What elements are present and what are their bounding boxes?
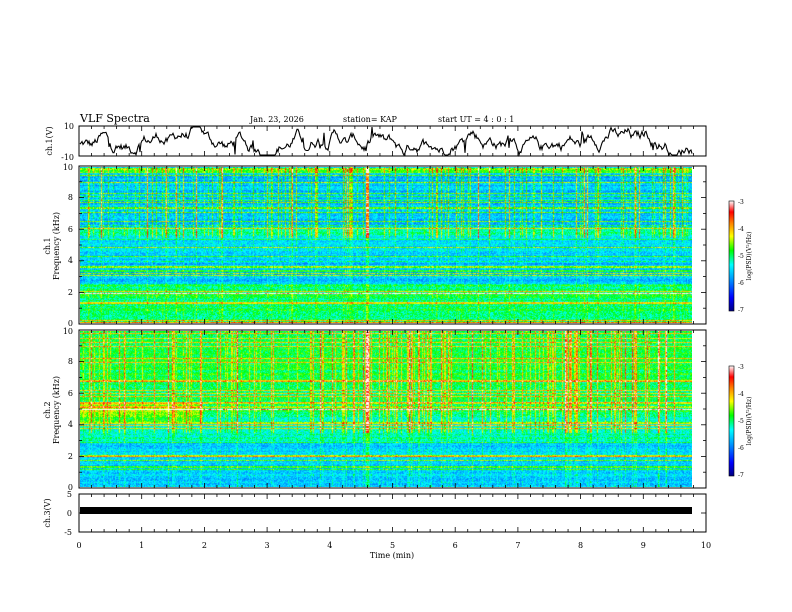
figure-title: VLF Spectra — [79, 112, 150, 125]
ch1-ytick-top: 10 — [64, 122, 74, 131]
ch2-colorbar — [728, 365, 735, 477]
x-ticklabel: 0 — [76, 541, 81, 550]
ch3-ytick-0: 0 — [67, 509, 72, 518]
ch2-ytick-10: 10 — [63, 327, 73, 336]
ch1-ytick-6: 6 — [68, 225, 73, 234]
ch1-waveform-ylabel: ch.1(V) — [45, 126, 54, 155]
ch1-ytick-0: 0 — [68, 319, 73, 328]
ch1-colorbar — [728, 200, 735, 312]
ch2-cb-tick-m4: -4 — [738, 391, 744, 398]
ch2-spectrogram-panel: 0 2 4 6 8 10 ch.2 Frequency (kHz) -3 -4 … — [43, 327, 753, 492]
ch2-spectrogram-frame — [78, 329, 707, 489]
ch2-ytick-4: 4 — [68, 420, 73, 429]
ch2-cb-tick-m6: -6 — [738, 445, 744, 452]
ch2-cb-tick-m7: -7 — [738, 472, 744, 479]
ch1-cb-tick-m7: -7 — [738, 307, 744, 314]
ch1-ytick-8: 8 — [68, 193, 73, 202]
ch1-cb-tick-m5: -5 — [738, 253, 744, 260]
ch2-ytick-0: 0 — [68, 483, 73, 492]
x-ticklabel: 6 — [453, 541, 458, 550]
x-ticklabel: 3 — [265, 541, 270, 550]
ch1-cb-tick-m3: -3 — [738, 199, 744, 206]
x-ticklabel: 5 — [390, 541, 395, 550]
ch1-spectrogram-panel: 0 2 4 6 8 10 ch.1 Frequency (kHz) -3 -4 … — [43, 163, 753, 328]
start-time-label: start UT = 4 : 0 : 1 — [438, 115, 514, 124]
ch1-colorbar-label: log(PSD)(V²/Hz) — [746, 232, 753, 281]
ch2-ytick-8: 8 — [68, 357, 73, 366]
ch1-ytick-10: 10 — [63, 163, 73, 172]
ch2-spectrogram-ylabel: ch.2 — [43, 401, 52, 418]
x-ticklabel: 9 — [641, 541, 646, 550]
x-ticklabel: 10 — [701, 541, 711, 550]
date-label: Jan. 23, 2026 — [249, 115, 304, 124]
x-axis-label: Time (min) — [370, 551, 414, 560]
ch1-waveform-trace — [79, 126, 693, 157]
ch2-spectrogram-image — [80, 331, 692, 487]
ch1-waveform-panel: 10 -10 ch.1(V) — [45, 122, 707, 162]
ch1-spectrogram-frame — [78, 165, 707, 325]
ch1-ytick-4: 4 — [68, 256, 73, 265]
ch1-waveform-frame — [78, 125, 707, 157]
ch1-cb-tick-m4: -4 — [738, 226, 744, 233]
ch3-waveform-ylabel: ch.3(V) — [43, 498, 52, 527]
x-ticklabel: 2 — [202, 541, 207, 550]
ch2-cb-tick-m5: -5 — [738, 418, 744, 425]
ch3-ytick-5: 5 — [67, 490, 72, 499]
x-axis-ticklabels: 0 1 2 3 4 5 6 7 8 9 10 — [76, 541, 711, 550]
ch2-cb-tick-m3: -3 — [738, 364, 744, 371]
ch1-frequency-ylabel: Frequency (kHz) — [52, 212, 61, 280]
ch2-ytick-2: 2 — [68, 452, 73, 461]
ch2-colorbar-label: log(PSD)(V²/Hz) — [746, 397, 753, 446]
ch1-spectrogram-image — [80, 167, 692, 323]
x-ticklabel: 8 — [578, 541, 583, 550]
ch1-spectrogram-ylabel: ch.1 — [43, 237, 52, 254]
ch1-ytick-2: 2 — [68, 288, 73, 297]
ch2-ytick-6: 6 — [68, 389, 73, 398]
ch2-frequency-ylabel: Frequency (kHz) — [52, 376, 61, 444]
ch3-waveform-frame — [78, 493, 707, 533]
ch1-cb-tick-m6: -6 — [738, 280, 744, 287]
ch1-frequency-ticklabels: 0 2 4 6 8 10 — [63, 163, 73, 328]
ch1-ytick-bottom: -10 — [61, 153, 74, 162]
ch3-ytick-m5: -5 — [64, 528, 72, 537]
ch2-frequency-ticklabels: 0 2 4 6 8 10 — [63, 327, 73, 492]
station-label: station= KAP — [343, 115, 398, 124]
x-ticklabel: 7 — [515, 541, 520, 550]
ch3-waveform-panel: 5 0 -5 ch.3(V) — [43, 490, 707, 537]
x-ticklabel: 1 — [139, 541, 144, 550]
x-ticklabel: 4 — [327, 541, 332, 550]
ch3-waveform-trace — [80, 507, 692, 514]
